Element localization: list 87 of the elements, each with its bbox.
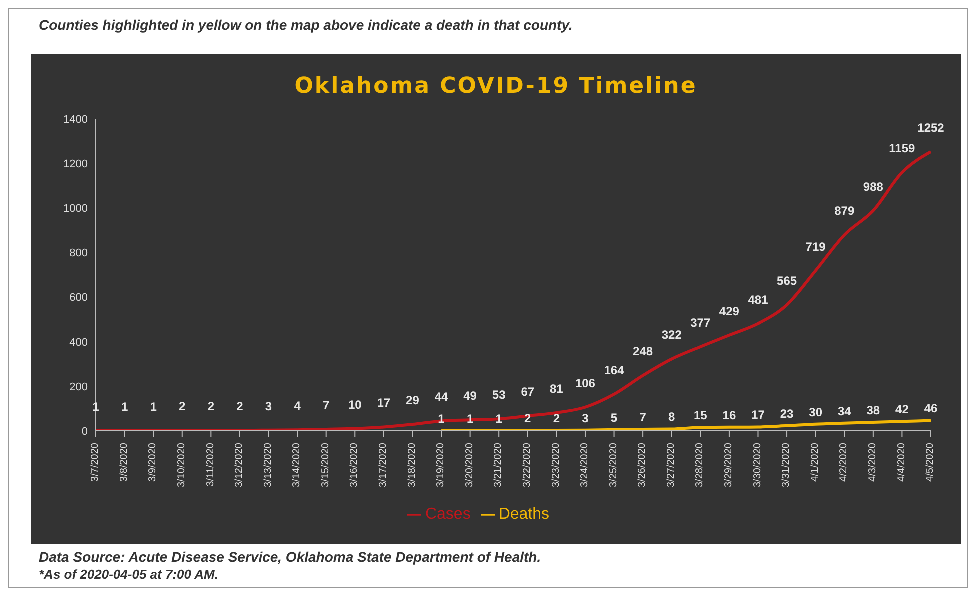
x-tick-label: 3/20/2020 — [464, 442, 476, 488]
data-label: 34 — [838, 404, 852, 418]
text: *As of 2020-04-05 at 7:00 AM. — [39, 567, 218, 582]
y-tick-label: 1200 — [64, 158, 88, 170]
x-tick-label: 3/18/2020 — [406, 442, 418, 488]
data-label: 29 — [406, 394, 420, 408]
x-tick-label: 3/15/2020 — [320, 442, 332, 488]
data-label: 10 — [348, 398, 362, 412]
data-label: 46 — [924, 402, 938, 416]
y-tick-label: 600 — [70, 292, 88, 304]
data-label: 3 — [582, 411, 590, 426]
x-tick-label: 3/8/2020 — [118, 442, 130, 482]
y-tick-label: 1400 — [64, 114, 88, 126]
data-label: 53 — [492, 388, 506, 402]
x-tick-label: 3/11/2020 — [205, 442, 216, 487]
x-tick-label: 4/3/2020 — [868, 442, 879, 482]
data-label: 17 — [377, 396, 391, 410]
data-label: 3 — [265, 399, 272, 414]
data-label: 879 — [834, 204, 855, 218]
x-tick-label: 4/1/2020 — [810, 442, 821, 482]
data-label: 565 — [777, 274, 798, 288]
data-label: 988 — [863, 180, 884, 194]
data-label: 2 — [553, 412, 560, 426]
data-label: 719 — [806, 240, 826, 254]
data-label: 481 — [748, 292, 769, 307]
data-label: 23 — [780, 406, 794, 421]
x-tick-label: 3/30/2020 — [752, 442, 764, 488]
data-label: 7 — [323, 398, 330, 412]
data-label: 2 — [208, 400, 215, 414]
x-tick-label: 4/5/2020 — [925, 442, 936, 482]
x-tick-label: 3/7/2020 — [90, 442, 102, 482]
data-label: 2 — [236, 400, 244, 414]
data-label: 7 — [640, 410, 647, 424]
x-tick-label: 3/31/2020 — [781, 442, 792, 488]
data-label: 81 — [550, 382, 564, 396]
data-label: 38 — [866, 404, 880, 418]
x-tick-label: 3/25/2020 — [608, 442, 620, 488]
y-tick-label: 800 — [70, 248, 88, 260]
data-label: 377 — [690, 316, 711, 330]
data-label: 1252 — [918, 120, 945, 135]
x-tick-label: 3/9/2020 — [148, 442, 159, 482]
source-note: Data Source: Acute Disease Service, Oklahoma State Department of Health. — [39, 549, 542, 565]
x-tick-label: 3/12/2020 — [234, 442, 246, 488]
data-label: 5 — [610, 410, 618, 425]
x-tick-label: 3/21/2020 — [493, 442, 504, 488]
legend-label: Cases — [425, 506, 471, 523]
y-tick-label: 400 — [70, 336, 88, 349]
data-label: 106 — [575, 376, 596, 390]
data-label: 42 — [896, 402, 910, 417]
data-label: 16 — [722, 408, 736, 422]
data-label: 2 — [179, 400, 186, 414]
data-label: 44 — [434, 390, 449, 404]
x-tick-label: 3/23/2020 — [550, 442, 562, 488]
data-label: 1159 — [889, 142, 916, 156]
data-label: 17 — [752, 408, 766, 422]
data-label: 67 — [521, 385, 535, 400]
data-label: 164 — [604, 363, 625, 378]
x-tick-label: 3/17/2020 — [378, 442, 390, 488]
x-tick-label: 3/13/2020 — [262, 442, 274, 488]
x-tick-label: 3/29/2020 — [724, 442, 735, 488]
x-tick-label: 3/10/2020 — [176, 442, 188, 488]
text: Counties highlighted in yellow on the map above indicate a death in that county. — [39, 17, 573, 33]
data-label: 1 — [150, 400, 158, 414]
data-label: 248 — [633, 344, 654, 359]
data-label: 322 — [662, 328, 682, 342]
x-tick-label: 4/2/2020 — [838, 442, 850, 482]
x-tick-label: 3/14/2020 — [292, 442, 303, 488]
data-label: 15 — [694, 408, 708, 423]
x-tick-label: 3/24/2020 — [580, 442, 591, 488]
x-tick-label: 3/19/2020 — [436, 442, 447, 488]
legend-label: Deaths — [498, 506, 550, 523]
x-tick-label: 3/27/2020 — [666, 442, 677, 488]
x-tick-label: 3/16/2020 — [349, 442, 360, 488]
y-tick-label: 0 — [82, 426, 88, 438]
y-tick-label: 200 — [70, 381, 88, 394]
x-tick-label: 3/22/2020 — [522, 442, 533, 488]
data-label: 1 — [121, 400, 128, 414]
data-label: 8 — [668, 410, 676, 424]
y-tick-label: 1000 — [64, 203, 88, 216]
data-label: 4 — [294, 399, 302, 414]
x-tick-label: 3/28/2020 — [694, 442, 706, 488]
chart-title: Oklahoma COVID-19 Timeline — [294, 74, 698, 99]
x-tick-label: 3/26/2020 — [637, 442, 648, 488]
data-label: 49 — [464, 389, 478, 404]
x-tick-label: 4/4/2020 — [896, 442, 908, 482]
data-label: 30 — [809, 405, 823, 420]
data-label: 429 — [719, 304, 740, 318]
